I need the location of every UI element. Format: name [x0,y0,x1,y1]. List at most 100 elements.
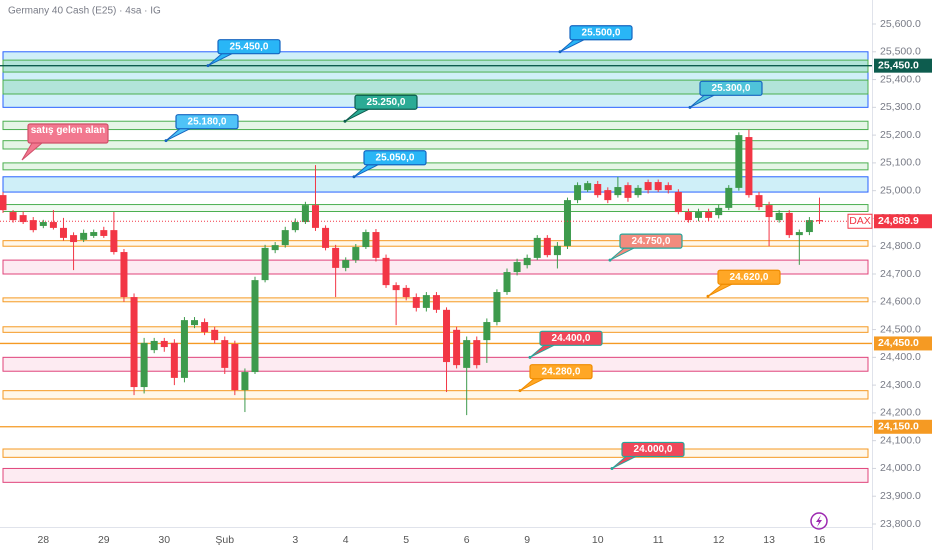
y-tick-label: 24,200.0 [880,407,921,419]
zone [2,448,869,458]
candle-body [49,222,57,228]
price-tag [874,419,932,434]
candle-body [211,329,219,341]
price-tag [874,58,932,73]
callout: 25.450,0 [206,39,281,68]
y-tick-label: 24,100.0 [880,434,921,446]
candle-body [150,340,158,351]
price-tag-label: 24,450.0 [878,337,919,349]
x-tick-label: 10 [592,534,604,546]
x-tick-label: 5 [403,534,409,546]
candle-body [110,230,118,253]
x-tick-label: 12 [713,534,725,546]
y-tick-label: 24,500.0 [880,323,921,335]
candle-body [584,183,592,191]
zone [2,259,869,275]
candle-body [231,344,239,391]
zone [2,204,869,213]
callout-box [363,150,427,166]
last-price-tag [874,214,932,229]
candle-body [443,309,451,363]
candle-body [725,187,733,208]
callout-label: 25.180,0 [188,116,227,127]
y-tick-label: 25,400.0 [880,73,921,85]
candle-body [785,212,793,236]
candle-body [563,200,571,246]
y-tick-label: 25,000.0 [880,184,921,196]
candle-body [432,295,440,310]
candle-body [795,232,803,236]
y-tick-label: 24,800.0 [880,240,921,252]
x-tick-label: 11 [653,534,664,546]
candle-body [745,137,753,196]
callout-anchor [706,294,710,298]
candle-body [9,212,17,221]
callout-label: 24.000,0 [634,444,673,455]
callout-anchor [528,355,532,359]
callout: satış gelen alan [21,123,109,161]
chart-title: Germany 40 Cash (E25) · 4sa · IG [8,6,161,17]
callout-box [569,25,633,41]
callout-box [354,94,418,110]
callout-anchor [206,64,210,68]
candle-body [604,190,612,201]
x-tick-label: 28 [37,534,49,546]
candle-body [463,340,471,368]
candle-body [815,220,823,222]
y-tick-label: 24,600.0 [880,296,921,308]
candle-body [59,227,67,238]
candle-body [392,285,400,291]
callout-label: 25.500,0 [582,27,621,38]
callout: 24.000,0 [610,441,685,470]
zone [2,79,869,95]
candle-body [352,247,360,261]
candle-body [372,232,380,258]
candle-body [543,237,551,256]
callout: 25.300,0 [688,80,763,109]
candle-body [221,340,229,368]
candle-body [342,260,350,268]
candle-body [644,182,652,191]
x-tick-label: 16 [814,534,826,546]
lightning-icon[interactable] [810,512,828,530]
callout: 24.280,0 [518,364,593,393]
candle-body [271,245,279,251]
candle-body [553,245,561,256]
candle-body [301,205,309,223]
y-tick-label: 24,700.0 [880,268,921,280]
candle-body [170,342,178,378]
last-price-label: 24,889.9 [878,215,919,227]
candle-body [412,297,420,308]
callout-box [621,441,685,458]
candle-body [422,295,430,308]
candle-body [322,227,330,248]
candle-body [735,135,743,188]
icon-bolt[interactable] [816,515,822,527]
callout: 25.500,0 [558,25,633,54]
callout-anchor [610,466,614,470]
candle-body [100,230,108,236]
x-tick-label: 9 [524,534,530,546]
callout-box [619,233,683,249]
x-tick-label: 3 [292,534,298,546]
candle-body [574,185,582,201]
callout-anchor [688,105,692,109]
candle-body [90,232,98,236]
candle-body [140,342,148,388]
last-price-name: DAX [849,215,871,227]
zone [2,120,869,131]
candle-body [201,322,209,333]
candle-body [523,257,531,266]
candle-body [654,182,662,191]
candle-body [180,320,188,378]
candle-body [291,222,299,231]
zone [2,356,869,372]
zone [2,390,869,400]
icon-circle[interactable] [810,512,828,530]
candle-body [362,232,370,248]
candle-body [674,192,682,213]
callout-label: 24.400,0 [552,333,591,344]
callout-label: 25.300,0 [712,83,751,94]
zone [2,467,869,483]
